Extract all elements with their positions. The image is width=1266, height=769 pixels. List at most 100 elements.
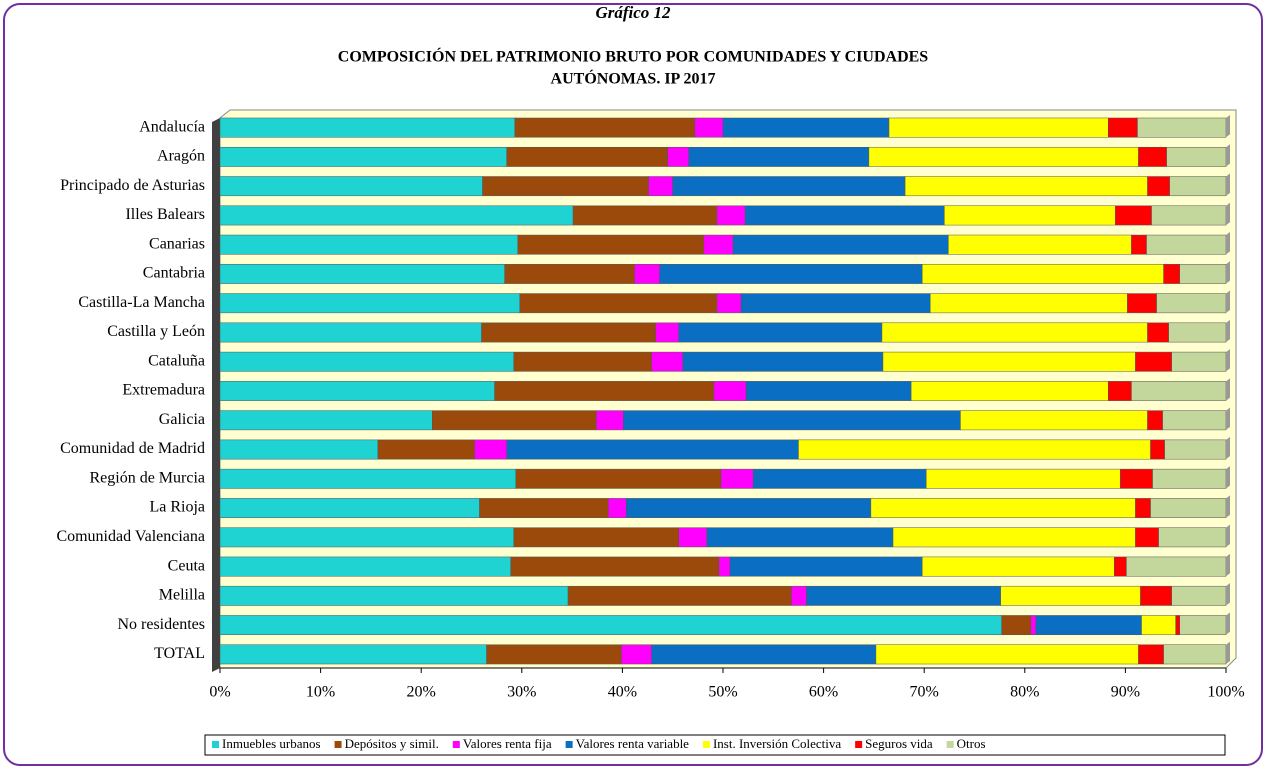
bar-edge [1226, 114, 1230, 138]
bar-segment [1035, 615, 1142, 636]
bar-segment [1171, 351, 1227, 372]
bar-segment [219, 439, 379, 460]
bar-segment [377, 439, 475, 460]
bar-edge [1226, 349, 1230, 372]
bar-segment [745, 381, 912, 401]
chart-title: AUTÓNOMAS. IP 2017 [551, 69, 716, 88]
bar-segment [219, 615, 1002, 636]
bar-edge [1226, 612, 1230, 635]
bar-segment [626, 498, 872, 518]
x-tick-label: 0% [209, 684, 230, 701]
bar-segment [219, 527, 515, 548]
bar-segment [219, 585, 569, 606]
bar-segment [1001, 615, 1032, 636]
bar-segment [1135, 351, 1172, 372]
bar-segment [506, 146, 668, 167]
bar-segment [219, 264, 505, 284]
bar-segment [219, 556, 511, 577]
bar-segment [486, 644, 622, 665]
legend-label: Inmuebles urbanos [222, 736, 321, 751]
bar-segment [474, 439, 507, 460]
bar-segment [718, 556, 731, 577]
legend-swatch [702, 741, 710, 748]
y-tick-label: Ceuta [168, 557, 205, 574]
bar-segment [651, 351, 684, 372]
bar-segment [1000, 585, 1141, 606]
bar-segment [608, 498, 627, 518]
bar-segment [1140, 585, 1172, 606]
bar-segment [1147, 322, 1169, 343]
bar-segment [1175, 615, 1180, 636]
bar-segment [678, 322, 883, 343]
bar-segment [672, 176, 906, 197]
bar-segment [1126, 556, 1227, 577]
bar-edge [1226, 202, 1230, 226]
bar-segment [219, 468, 517, 489]
legend-label: Valores renta variable [576, 736, 690, 751]
bar-segment [1135, 527, 1159, 548]
bar-segment [678, 527, 708, 548]
bar-segment [744, 205, 945, 226]
bar-segment [479, 498, 609, 518]
legend-label: Seguros vida [865, 736, 933, 751]
bar-segment [659, 264, 923, 284]
bar-segment [732, 234, 949, 255]
bar-segment [219, 351, 515, 372]
legend-swatch [334, 741, 342, 748]
bar-edge [1226, 144, 1230, 167]
bar-edge [1226, 232, 1230, 255]
bar-segment [1169, 176, 1227, 197]
plot-wall [212, 118, 220, 672]
bar-segment [703, 234, 734, 255]
bar-edge [1226, 436, 1230, 460]
bar-segment [515, 468, 722, 489]
legend-swatch [946, 741, 954, 748]
bar-segment [752, 468, 927, 489]
bar-segment [960, 410, 1148, 431]
y-tick-label: Aragón [157, 148, 205, 165]
bar-edge [1226, 466, 1230, 489]
bar-segment [881, 322, 1148, 343]
bar-segment [948, 234, 1132, 255]
bar-segment [910, 381, 1109, 401]
bar-segment [219, 498, 480, 518]
bar-segment [219, 234, 519, 255]
bar-segment [1150, 498, 1227, 518]
bar-segment [1120, 468, 1153, 489]
bar-segment [634, 264, 660, 284]
bar-segment [432, 410, 597, 431]
x-tick-label: 90% [1111, 684, 1140, 701]
bar-segment [510, 556, 720, 577]
bar-segment [1131, 381, 1227, 401]
bar-segment [1163, 644, 1227, 665]
bar-segment [1166, 146, 1227, 167]
bar-edge [1226, 524, 1230, 547]
bar-segment [921, 556, 1115, 577]
bar-segment [921, 264, 1164, 284]
bar-segment [506, 439, 799, 460]
bar-segment [806, 585, 1001, 606]
x-tick-label: 20% [407, 684, 436, 701]
bar-segment [651, 644, 877, 665]
legend-swatch [452, 741, 460, 748]
y-tick-label: Cataluña [148, 352, 205, 369]
bar-segment [722, 117, 890, 138]
bar-segment [888, 117, 1109, 138]
bar-segment [648, 176, 673, 197]
x-tick-label: 60% [809, 684, 838, 701]
x-tick-label: 100% [1207, 684, 1244, 701]
bar-segment [1179, 615, 1227, 636]
bar-segment [892, 527, 1136, 548]
bar-segment [1158, 527, 1227, 548]
legend-label: Inst. Inversión Colectiva [713, 736, 841, 751]
bar-segment [682, 351, 884, 372]
bar-segment [1179, 264, 1227, 284]
bar-edge [1226, 378, 1230, 401]
bar-segment [706, 527, 894, 548]
bar-segment [219, 322, 482, 343]
legend-label: Depósitos y simil. [345, 736, 439, 751]
bar-segment [513, 351, 652, 372]
y-tick-label: Comunidad Valenciana [56, 528, 205, 545]
bar-segment [1114, 556, 1127, 577]
bar-segment [1156, 293, 1227, 314]
